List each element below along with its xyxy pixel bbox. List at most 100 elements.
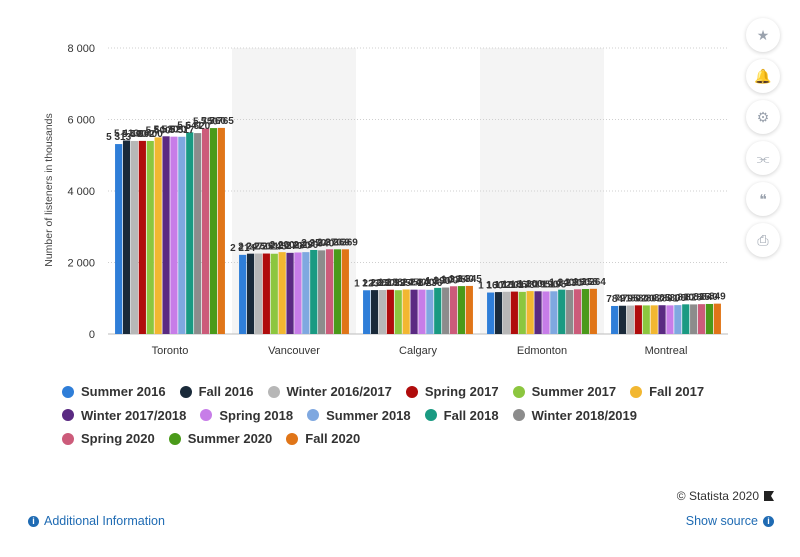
legend-item[interactable]: Summer 2018 — [307, 408, 411, 423]
legend-item[interactable]: Spring 2017 — [405, 384, 499, 399]
bar[interactable] — [270, 253, 278, 334]
bar[interactable] — [666, 305, 674, 334]
bar[interactable] — [442, 287, 450, 334]
bar[interactable] — [186, 132, 194, 334]
bar[interactable] — [534, 291, 542, 334]
bar[interactable] — [402, 289, 410, 334]
legend-item[interactable]: Spring 2020 — [62, 431, 155, 446]
bell-icon[interactable]: 🔔 — [746, 59, 780, 93]
bar[interactable] — [494, 292, 503, 334]
share-icon[interactable]: ⫘ — [746, 141, 780, 175]
legend-item[interactable]: Fall 2016 — [179, 384, 254, 399]
bar[interactable] — [573, 289, 582, 334]
bar[interactable] — [410, 289, 418, 334]
bar[interactable] — [386, 289, 394, 334]
legend-row: Spring 2020 Summer 2020 Fall 2020 — [62, 427, 702, 451]
legend-item[interactable]: Winter 2017/2018 — [62, 408, 186, 423]
bar[interactable] — [626, 305, 635, 334]
bar[interactable] — [378, 290, 387, 334]
data-label: 2 270 — [278, 241, 303, 252]
bar[interactable] — [278, 252, 286, 334]
bar[interactable] — [510, 291, 518, 334]
data-label: 2 290 — [270, 240, 295, 251]
bar[interactable] — [690, 304, 698, 334]
bar[interactable] — [363, 290, 371, 334]
bar[interactable] — [526, 291, 534, 334]
bar[interactable] — [246, 253, 255, 334]
bar[interactable] — [457, 286, 466, 334]
bar[interactable] — [611, 305, 619, 334]
bar[interactable] — [566, 290, 574, 334]
star-icon[interactable]: ★ — [746, 18, 780, 52]
bar[interactable] — [146, 140, 154, 334]
data-label: 5 400 — [122, 129, 147, 140]
bar[interactable] — [286, 252, 294, 334]
bar[interactable] — [310, 249, 318, 334]
bar[interactable] — [542, 291, 550, 334]
bar[interactable] — [518, 291, 526, 334]
y-tick-label: 6 000 — [67, 115, 95, 127]
additional-information-link[interactable]: i Additional Information — [28, 514, 165, 528]
legend-item[interactable]: Summer 2017 — [512, 384, 616, 399]
bar[interactable] — [713, 303, 721, 334]
bar[interactable] — [434, 287, 442, 334]
legend-item[interactable]: Fall 2020 — [286, 431, 360, 446]
legend-item[interactable]: Fall 2017 — [630, 384, 704, 399]
quote-icon[interactable]: ❝ — [746, 182, 780, 216]
bar[interactable] — [618, 305, 627, 334]
bar[interactable] — [170, 136, 178, 334]
bar[interactable] — [325, 249, 334, 334]
bar[interactable] — [130, 140, 139, 334]
bar[interactable] — [465, 285, 473, 334]
bar[interactable] — [650, 305, 658, 334]
bar[interactable] — [209, 128, 218, 334]
bar[interactable] — [302, 252, 310, 334]
bar[interactable] — [449, 286, 458, 334]
print-icon[interactable]: ⎙ — [746, 223, 780, 257]
bar[interactable] — [294, 252, 302, 334]
bar[interactable] — [194, 133, 202, 334]
data-label: 1 190 — [533, 279, 558, 290]
legend-item[interactable]: Spring 2018 — [200, 408, 293, 423]
bar[interactable] — [162, 136, 170, 334]
legend-item[interactable]: Fall 2018 — [424, 408, 499, 423]
legend-item[interactable]: Winter 2016/2017 — [267, 384, 392, 399]
bar[interactable] — [394, 290, 402, 334]
bar[interactable] — [418, 289, 426, 334]
legend-item[interactable]: Winter 2018/2019 — [512, 408, 637, 423]
bar[interactable] — [589, 288, 597, 334]
legend-item[interactable]: Summer 2016 — [62, 384, 166, 399]
bar[interactable] — [705, 303, 714, 334]
info-icon: i — [763, 515, 774, 527]
bar[interactable] — [550, 291, 558, 334]
bar[interactable] — [122, 140, 131, 334]
bar[interactable] — [634, 305, 642, 334]
bar[interactable] — [341, 249, 349, 334]
bar[interactable] — [154, 137, 162, 334]
bar[interactable] — [697, 304, 706, 334]
bar[interactable] — [558, 289, 566, 334]
show-source-link[interactable]: Show source i — [686, 514, 774, 528]
bar[interactable] — [239, 254, 247, 334]
bar[interactable] — [217, 127, 225, 335]
bar[interactable] — [658, 305, 666, 334]
bar[interactable] — [254, 253, 263, 334]
bar[interactable] — [674, 305, 682, 334]
info-icon: i — [28, 515, 39, 527]
gear-icon[interactable]: ⚙ — [746, 100, 780, 134]
bar[interactable] — [487, 292, 495, 334]
bar[interactable] — [333, 249, 342, 334]
bar[interactable] — [178, 136, 186, 334]
bar[interactable] — [201, 128, 210, 334]
bar[interactable] — [138, 140, 146, 334]
bar[interactable] — [581, 289, 590, 334]
bar[interactable] — [370, 290, 379, 334]
bar[interactable] — [115, 144, 123, 334]
bar[interactable] — [262, 253, 270, 334]
bar[interactable] — [318, 250, 326, 334]
bar[interactable] — [682, 304, 690, 334]
bar[interactable] — [426, 289, 434, 334]
bar[interactable] — [642, 305, 650, 334]
legend-item[interactable]: Summer 2020 — [168, 431, 272, 446]
bar[interactable] — [502, 291, 511, 334]
